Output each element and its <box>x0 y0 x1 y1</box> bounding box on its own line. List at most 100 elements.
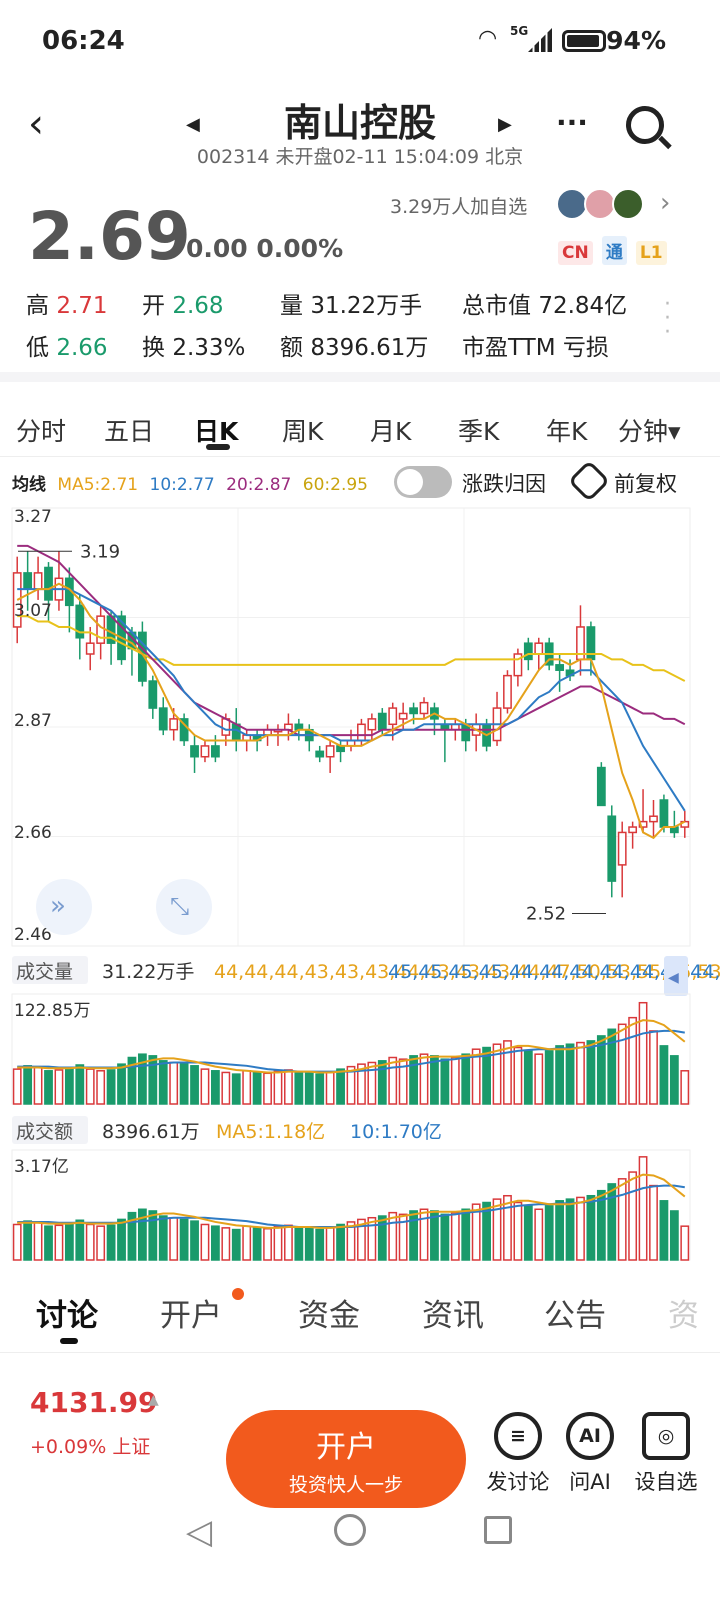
tab-jik[interactable]: 季K <box>458 417 500 446</box>
volume-bar <box>117 1063 126 1105</box>
amount-bar <box>169 1216 179 1261</box>
amount-bar <box>409 1210 418 1261</box>
chevron-right-icon[interactable]: › <box>660 188 671 218</box>
search-icon[interactable] <box>626 106 664 144</box>
back-icon[interactable]: ‹ <box>28 101 44 147</box>
more-icon[interactable]: ··· <box>556 106 588 139</box>
volume-bar <box>544 1050 554 1105</box>
stat-value: 31.22万手 <box>310 293 423 319</box>
stat-value: 2.68 <box>172 293 224 319</box>
volume-bar <box>242 1070 252 1105</box>
tab-fenzhong[interactable]: 分钟▾ <box>618 417 681 446</box>
amount-bar <box>336 1223 345 1261</box>
add-watchlist-button[interactable]: ◎ 设自选 <box>626 1412 706 1496</box>
ma20-value: 20:2.87 <box>226 475 292 495</box>
amount-bar <box>221 1227 231 1261</box>
stock-title: 南山控股 <box>283 101 436 145</box>
volume-max-label: 122.85万 <box>14 1001 90 1021</box>
tab-wuri[interactable]: 五日 <box>104 417 155 446</box>
volume-bar <box>492 1043 502 1105</box>
tab-discussion[interactable]: 讨论 <box>36 1298 98 1334</box>
index-value[interactable]: 4131.99 <box>30 1386 158 1419</box>
stat-label: 开 <box>142 293 165 319</box>
amount-bar <box>294 1227 304 1261</box>
open-account-button[interactable]: 开户 投资快人一步 <box>226 1410 466 1508</box>
badge-tong: 通 <box>601 236 627 265</box>
tab-niank[interactable]: 年K <box>546 417 588 446</box>
tab-yuek[interactable]: 月K <box>370 417 412 446</box>
volume-bar <box>367 1061 377 1105</box>
volume-bar <box>377 1060 387 1105</box>
volume-bar <box>440 1058 450 1105</box>
stat-value: 72.84亿 <box>538 293 628 319</box>
volume-bar <box>638 1001 648 1105</box>
amount-bar <box>440 1213 450 1261</box>
ask-ai-button[interactable]: AI 问AI <box>550 1412 630 1496</box>
candle-body <box>96 615 106 644</box>
volume-bar <box>649 1030 658 1105</box>
candle-body <box>315 750 325 758</box>
wifi-icon: ◠ <box>478 26 498 51</box>
network-label: 5G <box>510 24 529 38</box>
attribution-toggle[interactable] <box>394 466 452 498</box>
fullscreen-icon: ⤡ <box>170 892 189 920</box>
volume-bar <box>263 1072 272 1105</box>
amount-bar <box>482 1201 492 1261</box>
y-tick-label: 2.66 <box>14 823 52 843</box>
volume-bar <box>221 1071 231 1105</box>
candle-body <box>388 707 398 726</box>
amount-bar <box>33 1222 43 1261</box>
candle-body <box>617 831 627 866</box>
kline-chart[interactable]: 3.27 3.07 2.87 2.66 2.46 3.19 2.52 » ⤡ 成交量 31.22万手… <box>0 500 720 1270</box>
candle-body <box>377 712 387 731</box>
candle-body <box>367 718 377 731</box>
amount-bar <box>200 1223 210 1261</box>
volume-bar <box>200 1068 210 1105</box>
nav-recent-icon[interactable] <box>484 1516 512 1544</box>
amount-bar <box>179 1218 189 1261</box>
amount-bar <box>513 1201 523 1261</box>
candle-body <box>628 826 638 834</box>
tab-announcements[interactable]: 公告 <box>544 1298 606 1334</box>
tab-news[interactable]: 资讯 <box>422 1298 484 1334</box>
tab-rik[interactable]: 日K <box>194 417 239 446</box>
amount-bar <box>148 1210 158 1261</box>
stat-label: 低 <box>26 335 49 361</box>
amount-bar <box>346 1221 356 1261</box>
amount-max-label: 3.17亿 <box>14 1157 69 1177</box>
tab-funds[interactable]: 资金 <box>298 1298 360 1334</box>
volume-bar <box>210 1070 220 1105</box>
amount-bar <box>450 1211 460 1261</box>
candle-body <box>210 745 220 758</box>
volume-bar <box>190 1065 199 1105</box>
volume-bar <box>628 1016 638 1105</box>
nav-back-icon[interactable]: ◁ <box>186 1512 213 1552</box>
fast-forward-button <box>36 879 92 935</box>
amount-bar <box>210 1225 220 1261</box>
volume-bar <box>419 1053 429 1105</box>
tab-zhouk[interactable]: 周K <box>282 417 324 446</box>
stat-label: 总市值 <box>462 293 531 319</box>
tab-more[interactable]: 资 <box>668 1298 699 1334</box>
volume-bar <box>565 1043 575 1105</box>
candle-body <box>398 712 408 720</box>
next-stock-icon[interactable]: ▶ <box>498 114 512 135</box>
ma10-line <box>17 588 686 812</box>
tab-open-account[interactable]: 开户 <box>160 1298 222 1334</box>
tab-fenshi[interactable]: 分时 <box>16 417 67 446</box>
expand-dots-icon[interactable]: · · · <box>664 292 671 345</box>
volume-bar <box>482 1046 492 1105</box>
nav-home-icon[interactable] <box>334 1514 366 1546</box>
candle-body <box>148 680 158 709</box>
post-discussion-button[interactable]: ≡ 发讨论 <box>478 1412 558 1496</box>
followers-count[interactable]: 3.29万人加自选 <box>390 196 528 218</box>
adjust-label[interactable]: 前复权 <box>614 472 677 496</box>
volume-bar <box>85 1068 95 1105</box>
prev-stock-icon[interactable]: ◀ <box>186 114 200 135</box>
amount-bar <box>242 1225 252 1261</box>
candle-body <box>158 707 168 731</box>
candle-body <box>325 745 335 758</box>
amount-bar <box>23 1220 33 1261</box>
stat-label: 市盈TTM <box>462 335 556 361</box>
candle-body <box>523 642 533 661</box>
